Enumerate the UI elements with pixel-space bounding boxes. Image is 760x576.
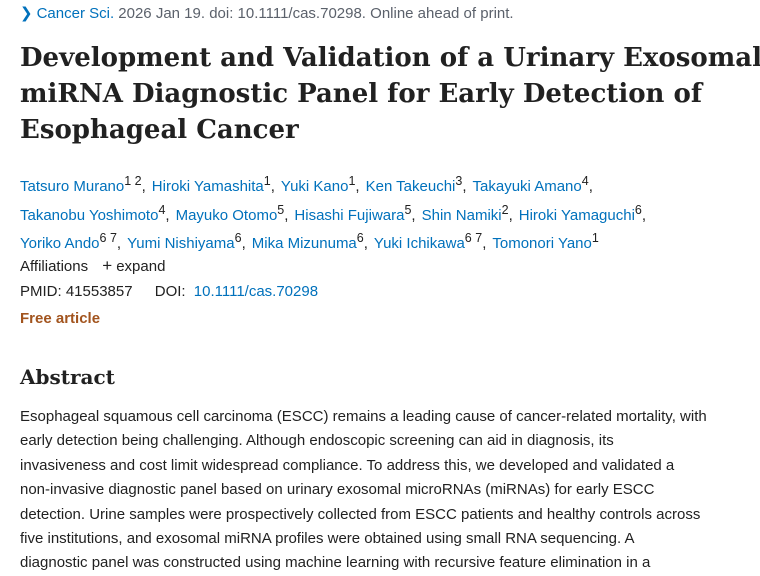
author-separator: , — [588, 178, 593, 195]
author-separator: , — [241, 235, 246, 252]
author-separator: , — [508, 206, 513, 224]
affiliations-row: Affiliations + expand — [20, 256, 165, 276]
author-separator: , — [641, 206, 647, 224]
abstract-text: Esophageal squamous cell carcinoma (ESCC… — [20, 405, 755, 576]
free-article-badge: Free article — [20, 310, 101, 327]
author-separator: , — [462, 178, 467, 195]
doi-label: DOI: — [154, 283, 186, 300]
author-affiliation-ref[interactable]: 6 — [356, 231, 364, 245]
title-line: miRNA Diagnostic Panel for Early Detecti… — [20, 79, 703, 109]
author-link[interactable]: Mayuko Otomo — [175, 206, 278, 224]
author-line: Tatsuro Murano1 2, Hiroki Yamashita1, Yuki… — [20, 170, 750, 199]
author-link[interactable]: Tomonori Yano — [492, 235, 592, 252]
journal-link[interactable]: Cancer Sci. — [36, 5, 115, 22]
author-affiliation-ref[interactable]: 4 — [158, 202, 166, 217]
author-link[interactable]: Hiroki Yamashita — [151, 178, 264, 195]
author-separator: , — [284, 206, 289, 224]
author-affiliation-ref[interactable]: 6 7 — [99, 231, 117, 245]
author-separator: , — [355, 178, 360, 195]
author-link[interactable]: Hisashi Fujiwara — [294, 206, 405, 224]
abstract-line: diagnostic panel was constructed using m… — [20, 554, 651, 572]
author-separator: , — [270, 178, 275, 195]
pmid-label: PMID: — [20, 283, 62, 300]
author-affiliation-ref[interactable]: 6 7 — [464, 231, 483, 245]
plus-icon: + — [102, 256, 113, 275]
author-link[interactable]: Hiroki Yamaguchi — [518, 206, 635, 224]
affiliations-expand-button[interactable]: + expand — [102, 256, 166, 275]
author-link[interactable]: Ken Takeuchi — [365, 178, 456, 195]
author-affiliation-ref[interactable]: 3 — [455, 174, 463, 188]
author-link[interactable]: Yumi Nishiyama — [127, 235, 235, 252]
author-affiliation-ref[interactable]: 5 — [277, 202, 285, 217]
article-title: Development and Validation of a Urinary … — [20, 40, 760, 148]
abstract-line: early detection being challenging. Altho… — [20, 432, 614, 450]
author-line: Yoriko Ando6 7, Yumi Nishiyama6, Mika Mizu… — [20, 227, 750, 256]
citation-details: 2026 Jan 19. doi: 10.1111/cas.70298. Onl… — [118, 5, 514, 22]
abstract-line: invasiveness and cost limit widespread c… — [20, 456, 675, 474]
authors-list: Tatsuro Murano1 2, Hiroki Yamashita1, Yuki… — [20, 170, 750, 256]
author-line: Takanobu Yoshimoto4, Mayuko Otomo5, Hisash… — [20, 199, 750, 228]
author-affiliation-ref[interactable]: 1 — [263, 174, 271, 188]
author-link[interactable]: Yuki Kano — [280, 178, 349, 195]
author-separator: , — [141, 178, 146, 195]
author-affiliation-ref[interactable]: 5 — [404, 202, 412, 217]
affiliations-label: Affiliations — [20, 258, 89, 275]
author-link[interactable]: Tatsuro Murano — [20, 178, 125, 195]
author-affiliation-ref[interactable]: 1 — [348, 174, 356, 188]
author-link[interactable]: Mika Mizunuma — [251, 235, 357, 252]
author-affiliation-ref[interactable]: 6 — [634, 202, 642, 217]
author-link[interactable]: Takayuki Amano — [472, 178, 582, 195]
abstract-line: detection. Urine samples were prospectiv… — [20, 505, 701, 523]
author-separator: , — [482, 235, 487, 252]
abstract-heading: Abstract — [20, 365, 115, 389]
author-affiliation-ref[interactable]: 1 2 — [124, 174, 142, 188]
chevron-right-icon[interactable]: ❯ — [20, 5, 33, 22]
author-affiliation-ref[interactable]: 1 — [591, 231, 599, 245]
author-separator: , — [363, 235, 368, 252]
author-affiliation-ref[interactable]: 2 — [501, 202, 509, 217]
author-affiliation-ref[interactable]: 4 — [581, 174, 589, 188]
author-separator: , — [165, 206, 170, 224]
citation-line: ❯ Cancer Sci. 2026 Jan 19. doi: 10.1111/c… — [20, 4, 514, 22]
title-line: Esophageal Cancer — [20, 115, 299, 145]
author-affiliation-ref[interactable]: 6 — [234, 231, 242, 245]
identifiers-row: PMID: 41553857 DOI: 10.1111/cas.70298 — [20, 283, 318, 300]
abstract-line: five institutions, and exosomal miRNA pr… — [20, 530, 635, 548]
author-link[interactable]: Yuki Ichikawa — [373, 235, 465, 252]
title-line: Development and Validation of a Urinary … — [20, 43, 760, 73]
author-separator: , — [411, 206, 416, 224]
abstract-line: non-invasive diagnostic panel based on u… — [20, 481, 655, 499]
author-link[interactable]: Shin Namiki — [421, 206, 502, 224]
author-link[interactable]: Takanobu Yoshimoto — [20, 206, 159, 224]
expand-label: expand — [116, 258, 166, 275]
pmid-value: 41553857 — [65, 283, 133, 300]
abstract-line: Esophageal squamous cell carcinoma (ESCC… — [20, 408, 707, 425]
doi-link[interactable]: 10.1111/cas.70298 — [193, 283, 319, 300]
author-separator: , — [116, 235, 122, 252]
author-link[interactable]: Yoriko Ando — [20, 235, 100, 252]
